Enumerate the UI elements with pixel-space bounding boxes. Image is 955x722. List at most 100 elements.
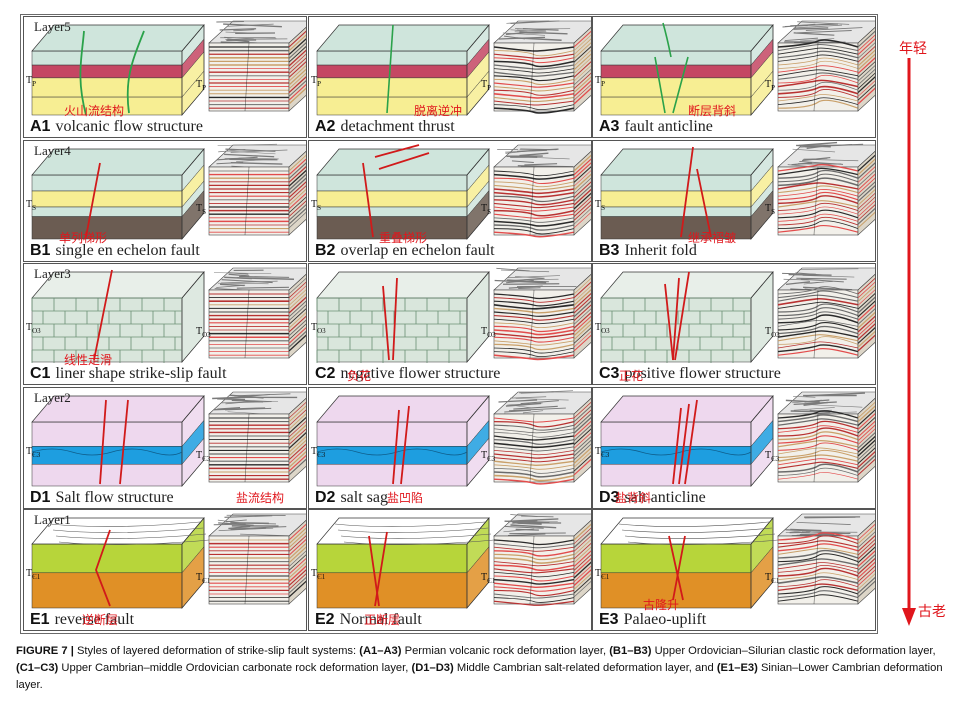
panel-caption: B2 overlap en echelon fault — [315, 242, 495, 260]
panel-b2: TS TS B2 overlap en echelon fault 重叠梯形 — [308, 140, 592, 262]
panel-b3: TS TS B3 Inherit fold 继承褶皱 — [592, 140, 876, 262]
seismic-section — [493, 20, 591, 114]
panel-title: negative flower structure — [340, 365, 501, 382]
block-diagram — [600, 22, 774, 116]
panel-chinese-label: 线性走滑 — [64, 353, 113, 367]
panel-chinese-label: 脱离逆冲 — [414, 104, 463, 118]
panel-chinese-label: 正花 — [619, 369, 644, 383]
panel-c1: Layer3 TO3 TO3 C1 liner shape strike-slip fa… — [23, 263, 307, 385]
panel-title: Normal fault — [339, 611, 422, 628]
horizon-tag: TP — [196, 79, 207, 92]
panel-id: B1 — [30, 242, 51, 259]
panel-caption: E2 Normal fault — [315, 611, 422, 629]
seismic-section — [208, 513, 306, 605]
layer-label: Layer5 — [34, 19, 71, 34]
block-diagram — [316, 144, 490, 240]
caption-text: Middle Cambrian salt-related deformation… — [453, 662, 717, 674]
seismic-section — [493, 267, 591, 361]
horizon-tag: TЄ3 — [311, 446, 326, 459]
caption-text: Upper Cambrian–middle Ordovician carbona… — [58, 662, 412, 674]
seismic-section — [777, 513, 875, 605]
panel-caption: D2 salt sag — [315, 489, 388, 507]
layer-label: Layer1 — [34, 512, 71, 527]
horizon-tag: TЄ1 — [765, 572, 780, 585]
horizon-tag: TЄ1 — [196, 572, 211, 585]
horizon-tag: TS — [481, 203, 492, 216]
panel-id: A3 — [599, 118, 620, 135]
panel-e2: TЄ1 TЄ1 E2 Normal fault 正断层 — [308, 509, 592, 631]
panel-caption: B3 Inherit fold — [599, 242, 697, 260]
panel-title: detachment thrust — [340, 118, 455, 135]
seismic-section — [777, 267, 875, 359]
block-diagram — [316, 271, 490, 363]
panel-id: D1 — [30, 489, 51, 506]
figure-grid: Layer5 TP TP A1 volcanic flow structure 火山流结构… — [20, 14, 878, 634]
panel-caption: D3 salt anticline — [599, 489, 706, 507]
horizon-tag: TЄ1 — [481, 572, 496, 585]
panel-caption: C3 positive flower structure — [599, 365, 781, 383]
panel-c2: TO3 TO3 C2 negative flower structure 负花 — [308, 263, 592, 385]
block-diagram — [31, 395, 205, 487]
panel-caption: A1 volcanic flow structure — [30, 118, 203, 136]
panel-title: Palaeo-uplift — [623, 611, 707, 628]
horizon-tag: TP — [311, 75, 322, 88]
panel-a1: Layer5 TP TP A1 volcanic flow structure 火山流结构 — [23, 16, 307, 138]
block-diagram — [31, 517, 210, 609]
block-diagram — [31, 148, 205, 240]
horizon-tag: TP — [595, 75, 606, 88]
panel-d1: Layer2 TЄ3 TЄ3 D1 Salt flow structure 盐流结构 — [23, 387, 307, 509]
panel-caption: E1 reverse fault — [30, 611, 134, 629]
horizon-tag: TO3 — [311, 322, 326, 335]
horizon-tag: TO3 — [26, 322, 41, 335]
panel-d2: TЄ3 TЄ3 D2 salt sag 盐凹陷 — [308, 387, 592, 509]
panel-chinese-label: 单列梯形 — [59, 231, 108, 245]
age-young-label: 年轻 — [899, 41, 927, 57]
horizon-tag: TP — [26, 75, 37, 88]
age-old-label: 古老 — [918, 604, 946, 620]
panel-caption: C1 liner shape strike-slip fault — [30, 365, 227, 383]
caption-range: (B1–B3) — [609, 645, 652, 657]
caption-lead: FIGURE 7 | — [16, 645, 74, 657]
panel-id: E1 — [30, 611, 50, 628]
panel-title: Salt flow structure — [55, 489, 174, 506]
seismic-section — [777, 141, 875, 236]
panel-caption: D1 Salt flow structure — [30, 489, 174, 507]
block-diagram — [600, 146, 774, 240]
panel-id: D2 — [315, 489, 336, 506]
panel-id: E3 — [599, 611, 619, 628]
block-diagram — [316, 24, 490, 116]
horizon-tag: TP — [481, 79, 492, 92]
seismic-section — [777, 391, 875, 483]
panel-chinese-label: 负花 — [347, 369, 372, 383]
panel-e1: Layer1 TЄ1 TЄ1 E1 reverse fault 逆断层 — [23, 509, 307, 631]
caption-text: Styles of layered deformation of strike-… — [73, 645, 360, 657]
horizon-tag: TS — [765, 203, 776, 216]
panel-title: reverse fault — [54, 611, 135, 628]
panel-title: fault anticline — [624, 118, 713, 135]
seismic-section — [493, 390, 591, 485]
panel-id: C2 — [315, 365, 336, 382]
horizon-tag: TP — [765, 79, 776, 92]
panel-chinese-label: 古隆升 — [643, 598, 680, 612]
block-diagram — [600, 517, 779, 609]
block-diagram — [316, 517, 495, 609]
caption-range: (A1–A3) — [359, 645, 402, 657]
seismic-section — [493, 144, 591, 238]
panel-title: single en echelon fault — [55, 242, 200, 259]
seismic-section — [493, 513, 591, 606]
panel-title: Inherit fold — [624, 242, 697, 259]
panel-caption: B1 single en echelon fault — [30, 242, 200, 260]
horizon-tag: TЄ3 — [765, 450, 780, 463]
panel-b1: Layer4 TS TS B1 single en echelon fault 单列梯形 — [23, 140, 307, 262]
layer-label: Layer4 — [34, 143, 71, 158]
layer-label: Layer2 — [34, 390, 71, 405]
panel-a2: TP TP A2 detachment thrust 脱离逆冲 — [308, 16, 592, 138]
horizon-tag: TЄ1 — [595, 568, 610, 581]
horizon-tag: TS — [196, 203, 207, 216]
panel-id: A2 — [315, 118, 336, 135]
panel-chinese-label: 继承褶皱 — [688, 231, 737, 245]
seismic-section — [208, 391, 306, 483]
caption-range: (D1–D3) — [411, 662, 454, 674]
panel-chinese-label: 盐凹陷 — [387, 491, 424, 505]
panel-title: overlap en echelon fault — [340, 242, 495, 259]
